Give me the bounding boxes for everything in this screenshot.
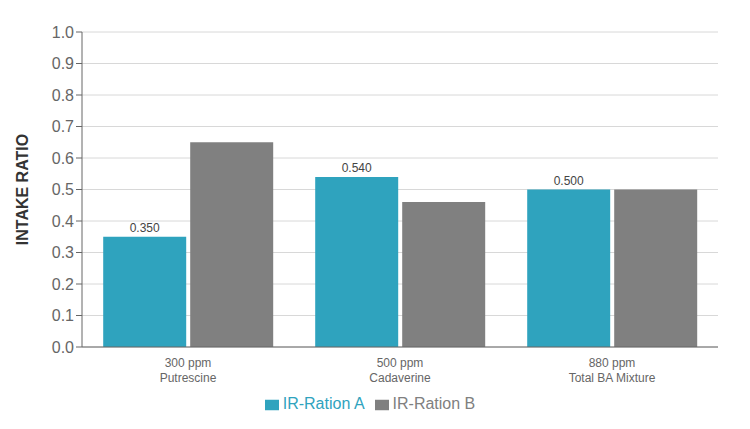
svg-text:880 ppmTotal BA Mixture: 880 ppmTotal BA Mixture xyxy=(569,356,656,385)
svg-text:0.4: 0.4 xyxy=(52,213,74,230)
html-text:IR-Ration B: IR-Ration B xyxy=(392,395,476,412)
svg-text:0.540: 0.540 xyxy=(342,161,372,175)
svg-text:0.0: 0.0 xyxy=(52,339,74,356)
svg-text:1.0: 1.0 xyxy=(52,24,74,41)
svg-text:0.2: 0.2 xyxy=(52,276,74,293)
svg-text:0.5: 0.5 xyxy=(52,181,74,198)
svg-text:0.3: 0.3 xyxy=(52,244,74,261)
svg-text:0.8: 0.8 xyxy=(52,87,74,104)
svg-text:INTAKE RATIO: INTAKE RATIO xyxy=(14,134,31,245)
svg-text:500 ppmCadaverine: 500 ppmCadaverine xyxy=(369,356,431,385)
svg-text:300 ppmPutrescine: 300 ppmPutrescine xyxy=(160,356,217,385)
svg-text:0.350: 0.350 xyxy=(130,221,160,235)
html-text:IR-Ration A: IR-Ration A xyxy=(282,395,365,412)
svg-text:0.6: 0.6 xyxy=(52,150,74,167)
svg-text:0.7: 0.7 xyxy=(52,118,74,135)
svg-text:0.1: 0.1 xyxy=(52,307,74,324)
svg-text:0.9: 0.9 xyxy=(52,55,74,72)
svg-text:0.500: 0.500 xyxy=(554,174,584,188)
